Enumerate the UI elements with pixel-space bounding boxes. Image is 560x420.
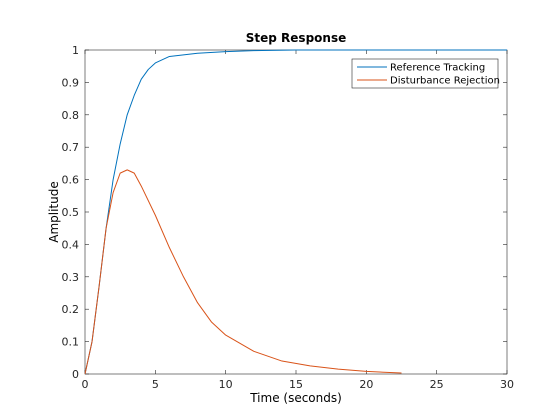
legend-label-disturbance-rejection: Disturbance Rejection xyxy=(390,76,500,87)
plot-area xyxy=(84,49,508,375)
series-lines xyxy=(84,49,507,375)
series-line-1 xyxy=(84,169,402,375)
x-axis-label: Time (seconds) xyxy=(249,391,342,405)
x-tick-label: 0 xyxy=(82,378,89,391)
axis-ticks: 0 5 10 15 20 25 30 0 0.1 0.2 0.3 0.4 0.5 0.6 0.7 0.8 0.9… xyxy=(62,44,515,391)
y-tick-label: 0.8 xyxy=(62,109,80,122)
y-tick-label: 0.4 xyxy=(62,238,80,251)
legend-label-reference-tracking: Reference Tracking xyxy=(390,63,485,74)
x-tick-label: 5 xyxy=(152,378,159,391)
x-tick-label: 20 xyxy=(359,378,373,391)
x-tick-label: 30 xyxy=(500,378,514,391)
y-tick-label: 0 xyxy=(72,368,79,381)
y-axis-label: Amplitude xyxy=(47,181,61,243)
y-tick-label: 0.7 xyxy=(62,141,80,154)
y-tick-label: 0.5 xyxy=(62,206,80,219)
y-tick-label: 1 xyxy=(72,44,79,57)
y-tick-label: 0.2 xyxy=(62,303,80,316)
y-tick-label: 0.1 xyxy=(62,336,80,349)
axes-box xyxy=(84,49,508,375)
legend-box xyxy=(351,58,499,89)
y-tick-label: 0.9 xyxy=(62,76,80,89)
legend: Reference Tracking Disturbance Rejection xyxy=(351,58,500,89)
chart-title: Step Response xyxy=(246,31,346,45)
x-tick-label: 15 xyxy=(289,378,303,391)
x-tick-label: 10 xyxy=(219,378,233,391)
y-tick-label: 0.3 xyxy=(62,271,80,284)
x-tick-label: 25 xyxy=(430,378,444,391)
y-tick-label: 0.6 xyxy=(62,174,80,187)
